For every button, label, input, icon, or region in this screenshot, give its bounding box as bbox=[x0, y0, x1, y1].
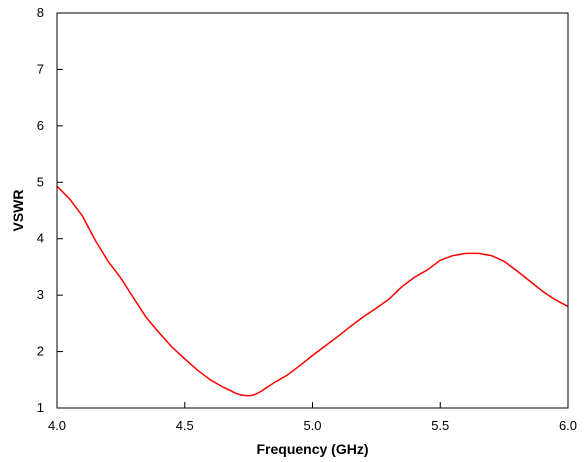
y-tick-label: 4 bbox=[37, 231, 44, 246]
x-tick-label: 5.5 bbox=[431, 418, 449, 433]
y-axis-title: VSWR bbox=[10, 190, 26, 232]
y-axis-ticks: 1 2 3 4 5 6 7 8 bbox=[37, 5, 63, 415]
y-tick-label: 5 bbox=[37, 174, 44, 189]
y-tick-label: 6 bbox=[37, 118, 44, 133]
x-axis-title: Frequency (GHz) bbox=[256, 441, 368, 457]
plot-frame bbox=[56, 12, 569, 409]
x-axis-ticks: 4.0 4.5 5.0 5.5 6.0 bbox=[48, 402, 577, 433]
series-layer bbox=[56, 185, 569, 397]
x-tick-label: 5.0 bbox=[303, 418, 321, 433]
x-tick-label: 4.0 bbox=[48, 418, 66, 433]
y-tick-label: 2 bbox=[37, 344, 44, 359]
y-tick-label: 7 bbox=[37, 61, 44, 76]
y-tick-label: 3 bbox=[37, 287, 44, 302]
y-tick-label: 1 bbox=[37, 400, 44, 415]
x-tick-label: 6.0 bbox=[559, 418, 577, 433]
vswr-series-line bbox=[56, 185, 569, 397]
x-tick-label: 4.5 bbox=[176, 418, 194, 433]
y-tick-label: 8 bbox=[37, 5, 44, 20]
